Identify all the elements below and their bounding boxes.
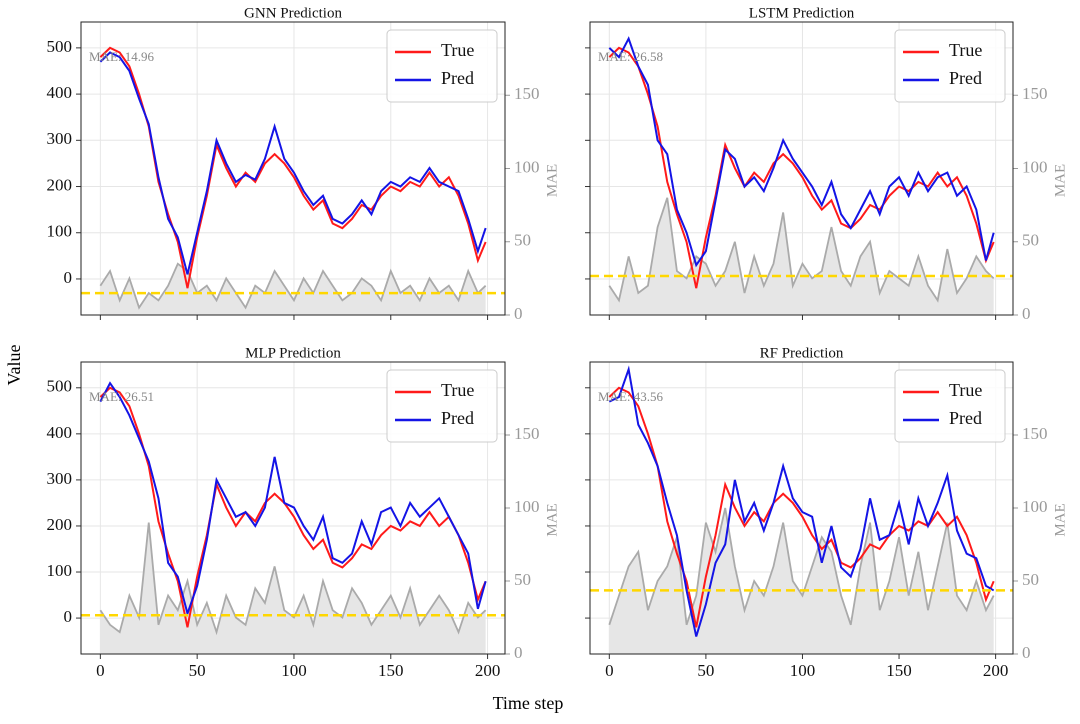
- plot-frame: [80, 361, 506, 655]
- y2-tick-label: 100: [514, 157, 540, 176]
- chart-title: GNN Prediction: [244, 5, 342, 21]
- y2-tick-label: 50: [1022, 231, 1039, 250]
- legend-label: Pred: [441, 68, 474, 88]
- y2-tick-label: 100: [1022, 497, 1048, 516]
- x-tick-label: 200: [475, 661, 501, 680]
- y2-tick-label: 100: [514, 497, 540, 516]
- legend-label: True: [441, 40, 474, 60]
- y2-tick-label: 50: [514, 570, 531, 589]
- y2-tick-label: 50: [1022, 570, 1039, 589]
- y-tick-label: 500: [47, 377, 73, 396]
- legend-label: True: [949, 380, 982, 400]
- y2-axis-label: MAE: [1052, 503, 1068, 536]
- legend-label: True: [949, 40, 982, 60]
- mae-area: [100, 263, 486, 315]
- legend-label: True: [441, 380, 474, 400]
- y-tick-label: 100: [47, 222, 73, 241]
- y-tick-label: 400: [47, 83, 73, 102]
- mae-line: [608, 197, 995, 303]
- x-tick-label: 100: [281, 661, 307, 680]
- x-tick-label: 200: [983, 661, 1009, 680]
- x-tick-label: 150: [378, 661, 404, 680]
- y2-tick-label: 0: [1022, 643, 1031, 662]
- legend-box: [894, 29, 1006, 103]
- chart-title: MLP Prediction: [245, 345, 341, 361]
- plot-frame: [589, 361, 1014, 655]
- legend-box: [386, 369, 498, 443]
- y-tick-label: 100: [47, 561, 73, 580]
- y-tick-label: 300: [47, 469, 73, 488]
- y2-tick-label: 150: [1022, 84, 1048, 103]
- annotation: MAE: 26.51: [89, 389, 154, 404]
- y2-tick-label: 100: [1022, 157, 1048, 176]
- legend-label: Pred: [949, 408, 982, 428]
- mae-area: [609, 508, 994, 654]
- y-tick-label: 500: [47, 37, 73, 56]
- y-tick-label: 200: [47, 175, 73, 194]
- y-tick-label: 0: [64, 607, 73, 626]
- y-tick-label: 300: [47, 129, 73, 148]
- y2-tick-label: 50: [514, 231, 531, 250]
- mae-area: [100, 522, 486, 654]
- annotation: MAE: 43.56: [598, 389, 664, 404]
- plot-area: [590, 362, 1013, 654]
- y2-tick-label: 0: [514, 643, 523, 662]
- x-tick-label: 0: [605, 661, 614, 680]
- y2-tick-label: 150: [514, 424, 540, 443]
- series-line: [608, 46, 995, 289]
- plot-frame: [80, 21, 506, 316]
- y2-axis-label: MAE: [544, 503, 560, 536]
- y2-tick-label: 0: [514, 304, 523, 323]
- chart-title: RF Prediction: [760, 345, 844, 361]
- annotation: MAE: 26.58: [598, 49, 663, 64]
- y2-axis-label: MAE: [1052, 164, 1068, 197]
- y-tick-label: 400: [47, 423, 73, 442]
- legend-box: [386, 29, 498, 103]
- annotation: MAE: 14.96: [89, 49, 155, 64]
- legend-box: [894, 369, 1006, 443]
- y2-tick-label: 150: [1022, 424, 1048, 443]
- legend-label: Pred: [441, 408, 474, 428]
- series-line: [608, 386, 995, 628]
- x-tick-label: 50: [697, 661, 714, 680]
- mae-line: [608, 507, 995, 626]
- x-tick-label: 150: [886, 661, 912, 680]
- plot-frame: [589, 21, 1014, 316]
- y-tick-label: 200: [47, 515, 73, 534]
- series-line: [99, 381, 487, 617]
- x-tick-label: 100: [790, 661, 816, 680]
- y2-tick-label: 150: [514, 84, 540, 103]
- y2-axis-label: MAE: [544, 164, 560, 197]
- series-line: [608, 36, 995, 268]
- x-axis-label: Time step: [493, 693, 564, 713]
- x-tick-label: 0: [96, 661, 105, 680]
- plot-area: [590, 22, 1013, 315]
- y-tick-label: 0: [64, 268, 73, 287]
- mae-area: [609, 197, 994, 315]
- chart-title: LSTM Prediction: [749, 5, 855, 21]
- x-tick-label: 50: [189, 661, 206, 680]
- series-line: [608, 365, 995, 637]
- mae-line: [99, 522, 487, 636]
- y-axis-label: Value: [4, 344, 24, 385]
- series-line: [99, 51, 487, 275]
- legend-label: Pred: [949, 68, 982, 88]
- y2-tick-label: 0: [1022, 304, 1031, 323]
